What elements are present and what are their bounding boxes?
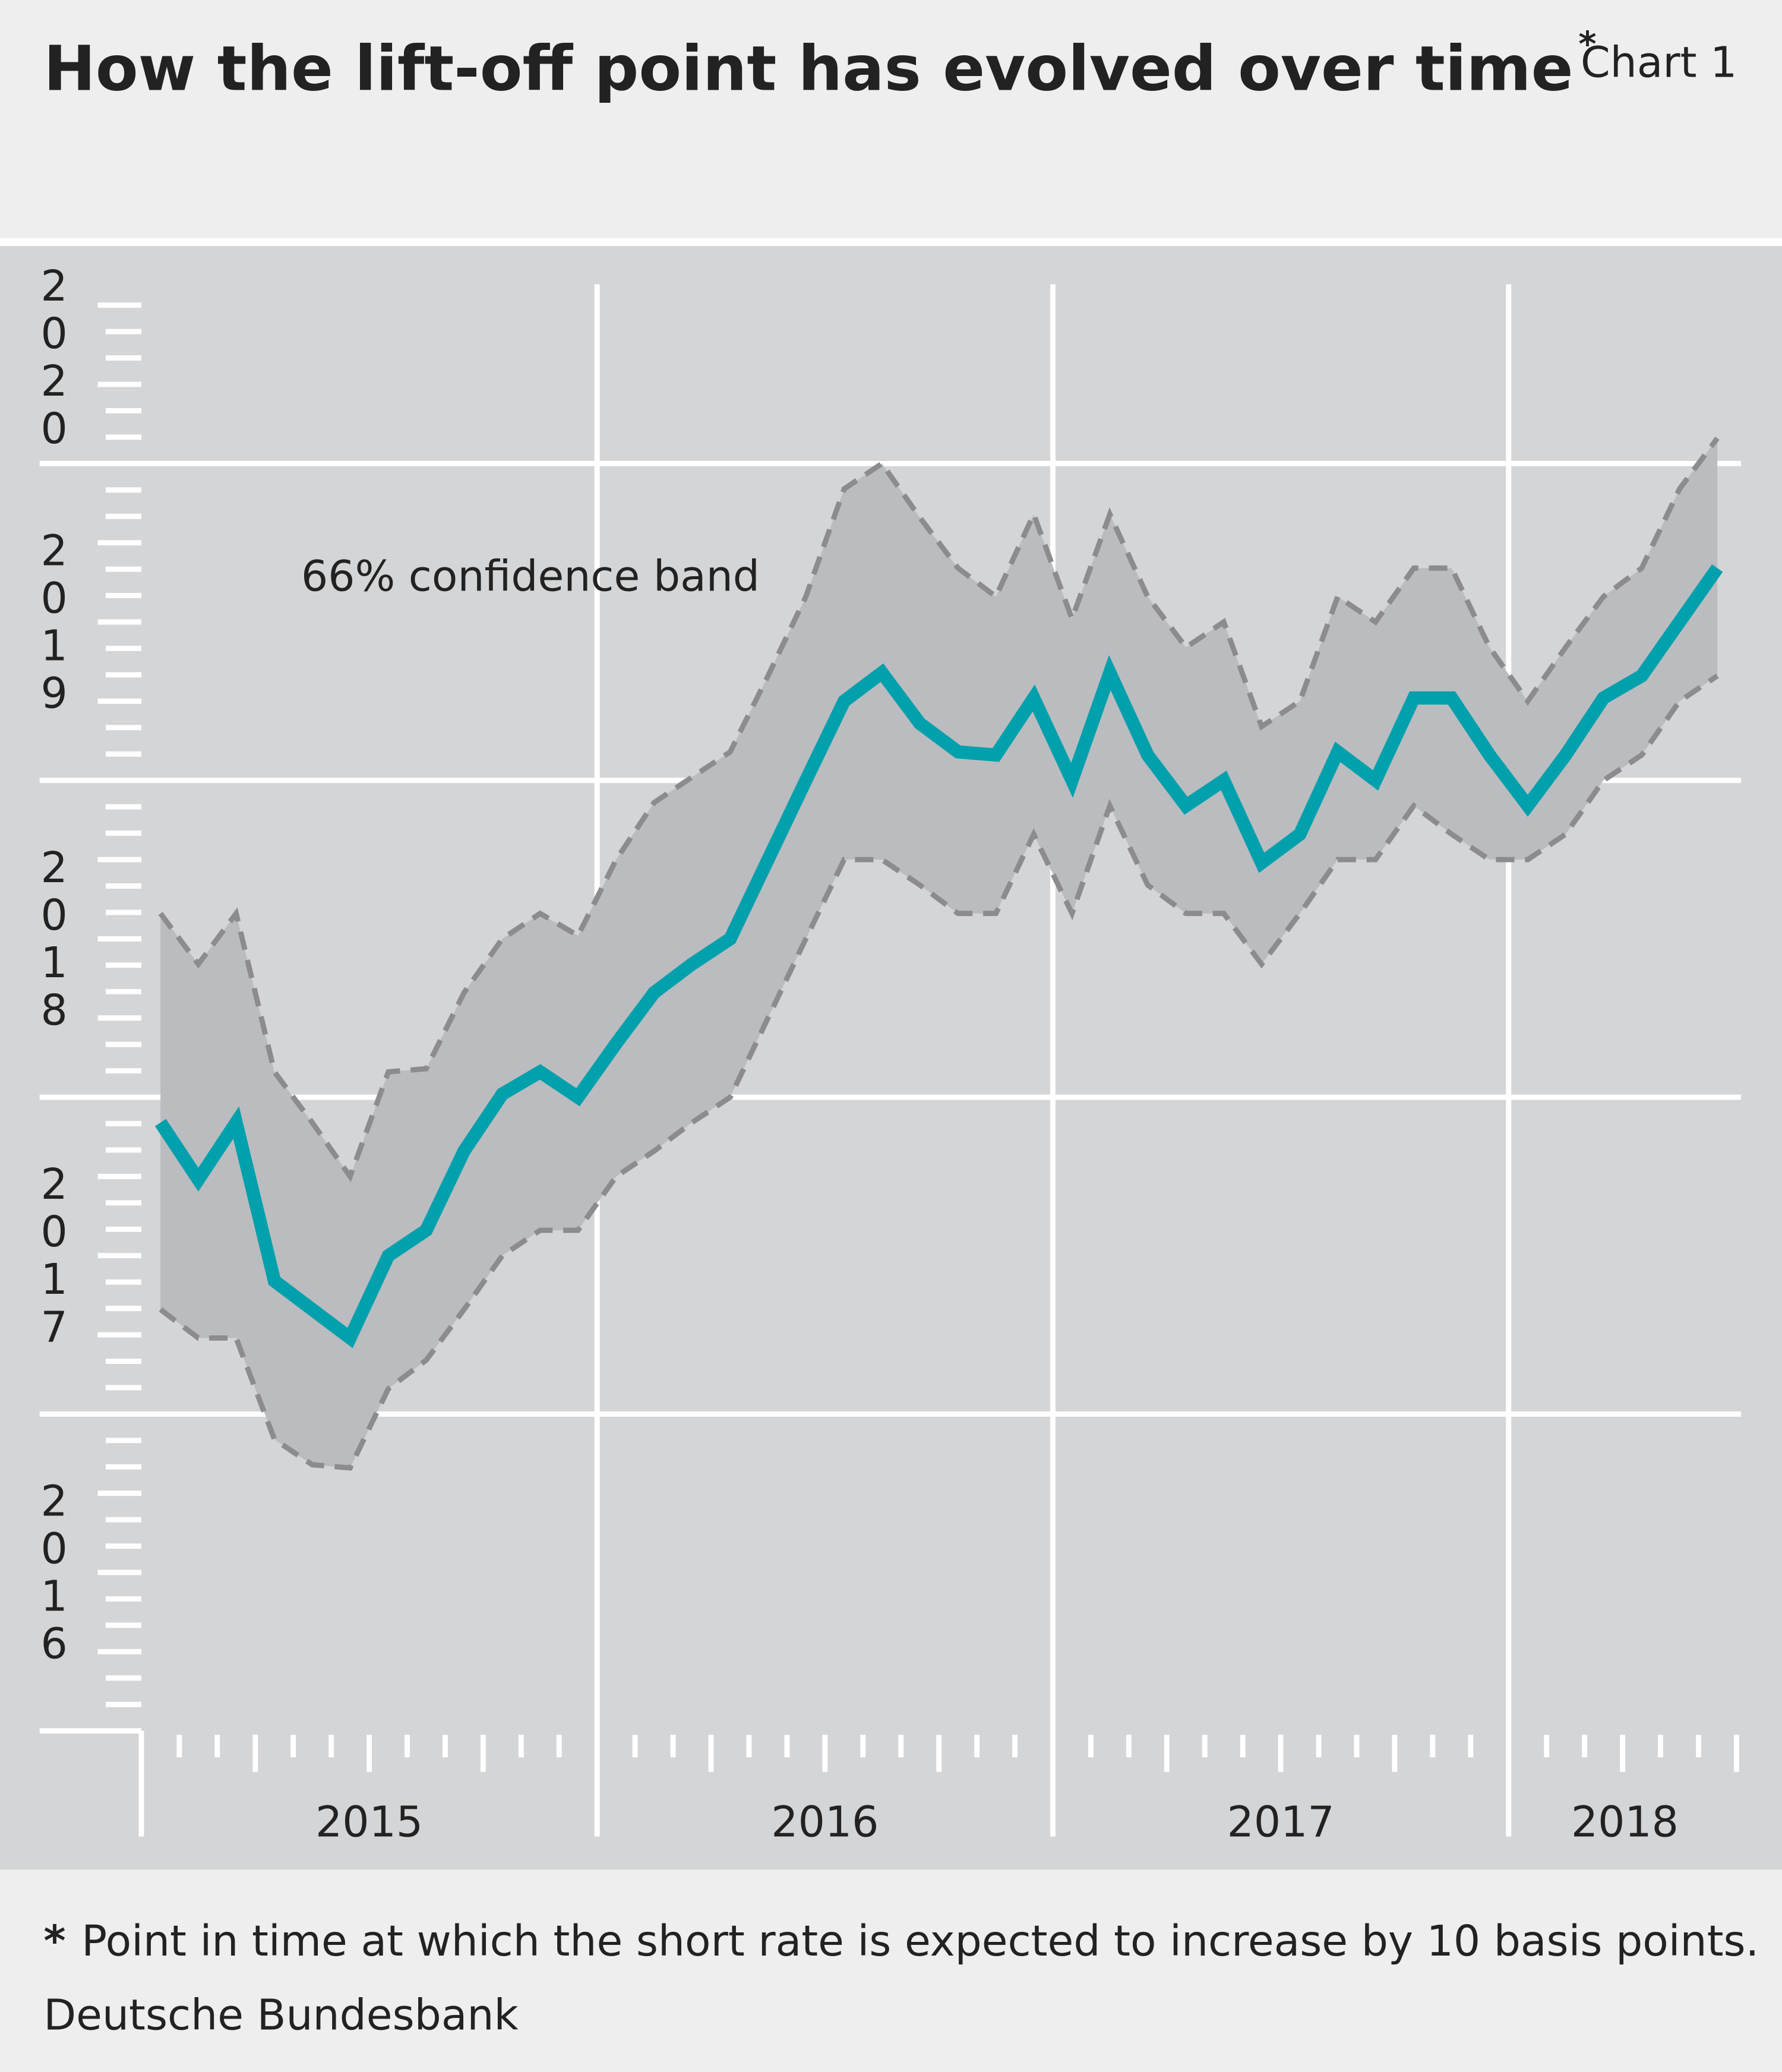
footnote-text: Point in time at which the short rate is… bbox=[81, 1916, 1759, 1966]
y-tick-char: 2 bbox=[41, 261, 68, 311]
chart-title: How the lift-off point has evolved over … bbox=[43, 33, 1573, 105]
series-line bbox=[154, 564, 1723, 1348]
y-tick-char: 2 bbox=[41, 526, 68, 575]
y-tick-char: 1 bbox=[41, 621, 68, 671]
y-tick-char: 1 bbox=[41, 1572, 68, 1621]
y-tick-char: 8 bbox=[41, 986, 68, 1035]
y-tick-char: 0 bbox=[41, 573, 68, 623]
panel-border bbox=[0, 238, 1782, 247]
y-tick-char: 2 bbox=[41, 1160, 68, 1209]
band-edge bbox=[159, 674, 1719, 1471]
y-tick-char: 2 bbox=[41, 356, 68, 406]
chart-label: Chart 1 bbox=[1581, 37, 1737, 87]
title-note: * bbox=[1578, 24, 1596, 64]
y-tick-char: 1 bbox=[41, 938, 68, 987]
y-tick-char: 0 bbox=[41, 890, 68, 940]
y-tick-char: 6 bbox=[41, 1619, 68, 1669]
footnote: * Point in time at which the short rate i… bbox=[43, 1916, 1759, 1966]
y-tick-char: 1 bbox=[41, 1255, 68, 1304]
footnote-marker: * bbox=[43, 1916, 65, 1966]
y-tick-char: 2 bbox=[41, 1476, 68, 1525]
x-tick-label: 2018 bbox=[1571, 1798, 1679, 1847]
x-tick-label: 2016 bbox=[771, 1798, 879, 1847]
y-tick-char: 7 bbox=[41, 1302, 68, 1351]
y-tick-char: 0 bbox=[41, 404, 68, 453]
y-tick-char: 9 bbox=[41, 669, 68, 718]
y-tick-char: 0 bbox=[41, 309, 68, 358]
x-tick-label: 2017 bbox=[1227, 1798, 1335, 1847]
y-tick-char: 2 bbox=[41, 843, 68, 892]
y-tick-char: 0 bbox=[41, 1524, 68, 1574]
confidence-band bbox=[160, 438, 1718, 1468]
annotation: 66% confidence band bbox=[301, 552, 760, 601]
x-tick-label: 2015 bbox=[315, 1798, 423, 1847]
source: Deutsche Bundesbank bbox=[43, 1990, 518, 2039]
y-tick-char: 0 bbox=[41, 1207, 68, 1256]
band-edge bbox=[158, 437, 1720, 1182]
